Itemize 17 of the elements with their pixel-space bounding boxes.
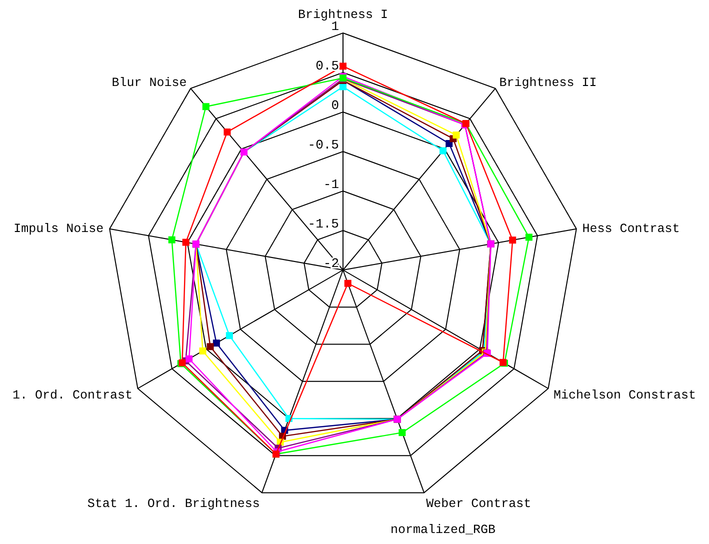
spoke-label: 1. Ord. Contrast	[12, 388, 133, 402]
spoke-label: Stat 1. Ord. Brightness	[87, 497, 260, 512]
spoke-label: Michelson Constrast	[553, 388, 696, 402]
y-tick-label: 0.5	[316, 58, 339, 74]
y-tick-label: 0	[331, 98, 339, 113]
y-tick-label: -0.5	[308, 138, 339, 152]
spoke-label: Brightness I	[298, 8, 388, 22]
spoke-label: Weber Contrast	[426, 497, 532, 512]
spoke-label: Impuls Noise	[14, 222, 104, 236]
spoke-label: Blur Noise	[112, 76, 187, 90]
y-tick-label: -1	[323, 177, 340, 192]
text: normalized_RGB	[390, 523, 496, 537]
y-tick-label: -2	[323, 256, 339, 271]
spoke-label: Brightness II	[499, 76, 597, 90]
y-tick-label: -1.5	[308, 216, 339, 232]
y-tick-label: 1	[331, 19, 340, 34]
spoke-label: Hess Contrast	[582, 222, 680, 236]
